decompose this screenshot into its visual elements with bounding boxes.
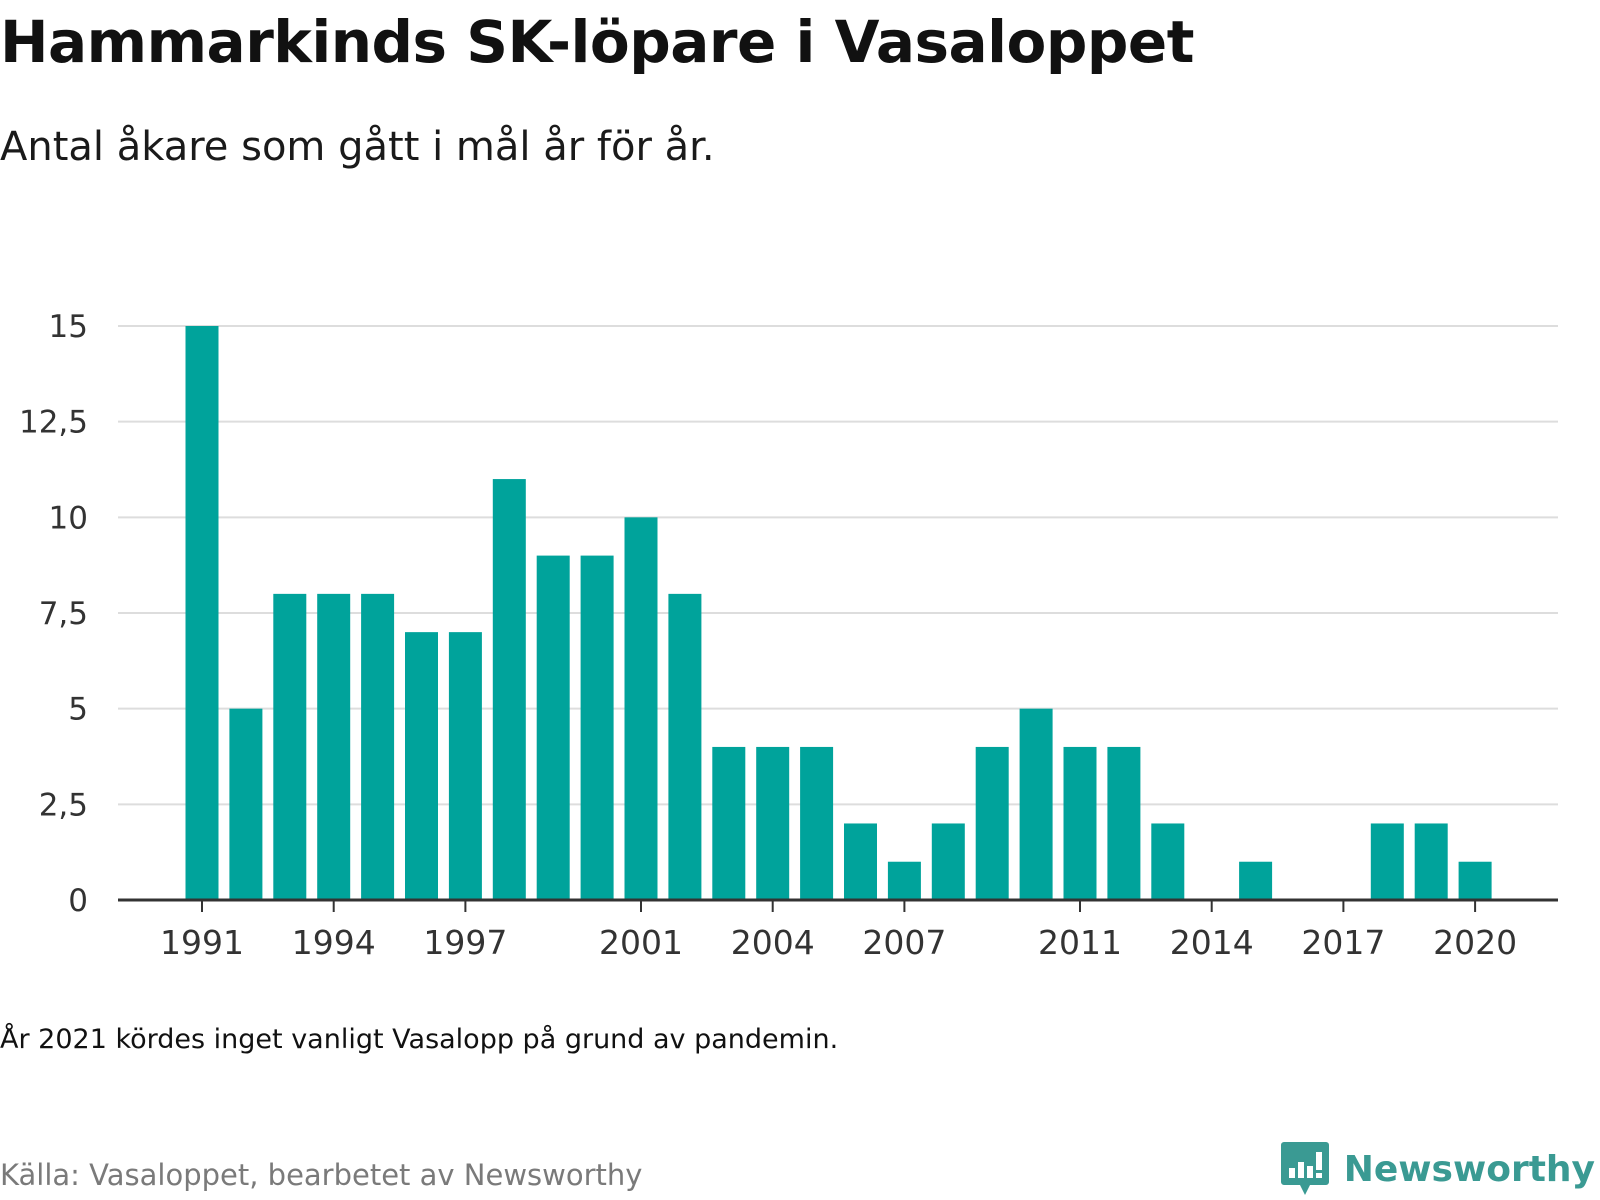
bar (800, 746, 834, 900)
brand-name: Newsworthy (1343, 1148, 1595, 1190)
bar (1063, 746, 1097, 900)
bar (668, 593, 702, 900)
x-tick-label: 2017 (1301, 923, 1385, 962)
x-tick-label: 2001 (599, 923, 683, 962)
bar (448, 632, 482, 900)
y-tick-label: 15 (49, 309, 88, 345)
x-tick-label: 2011 (1038, 923, 1122, 962)
bar (1019, 708, 1053, 900)
bar (712, 746, 746, 900)
newsworthy-logo-icon (1280, 1142, 1329, 1195)
bar (756, 746, 790, 900)
bar (317, 593, 351, 900)
bar (975, 746, 1009, 900)
source-text: Källa: Vasaloppet, bearbetet av Newswort… (0, 1158, 643, 1192)
bar (844, 823, 877, 900)
brand-logo: Newsworthy (1280, 1140, 1595, 1198)
bar (1458, 861, 1492, 900)
x-tick-label: 2007 (862, 923, 946, 962)
x-tick-label: 1991 (160, 923, 244, 962)
x-tick-label: 2004 (731, 923, 815, 962)
x-axis-ticks: 1991 1994 1997 2001 2004 2007 2011 2014 2017 2020 (160, 900, 1517, 962)
chart-note: År 2021 kördes inget vanligt Vasalopp på… (0, 1024, 839, 1055)
bar (887, 861, 921, 900)
chart-title: Hammarkinds SK-löpare i Vasaloppet (0, 8, 1194, 76)
bar (1151, 823, 1185, 900)
y-tick-label: 10 (49, 500, 88, 536)
y-axis-ticks: 0 2,5 5 7,5 10 12,5 15 (19, 309, 88, 919)
chart-subtitle: Antal åkare som gått i mål år för år. (0, 124, 715, 170)
x-tick-label: 2020 (1433, 923, 1517, 962)
y-tick-label: 2,5 (39, 787, 88, 823)
bar (229, 708, 263, 900)
bar (492, 479, 526, 900)
bar (405, 632, 438, 900)
y-tick-label: 5 (68, 692, 88, 728)
bar (361, 593, 395, 900)
bar (273, 593, 307, 900)
bar (580, 555, 614, 900)
y-tick-label: 0 (68, 883, 88, 919)
y-tick-label: 12,5 (19, 405, 88, 441)
bar (1370, 823, 1404, 900)
bar (536, 555, 570, 900)
bars (185, 326, 1492, 900)
gridlines (118, 325, 1558, 806)
bar (1107, 746, 1141, 900)
x-tick-label: 1997 (423, 923, 507, 962)
bar-chart: 0 2,5 5 7,5 10 12,5 15 1991 1994 1997 2001 2004 200… (19, 309, 1558, 962)
bar (624, 517, 658, 900)
bar (1239, 861, 1273, 900)
bar (185, 326, 219, 900)
x-tick-label: 2014 (1170, 923, 1254, 962)
y-tick-label: 7,5 (39, 596, 88, 632)
bar (931, 823, 965, 900)
bar (1414, 823, 1448, 900)
x-tick-label: 1994 (292, 923, 376, 962)
